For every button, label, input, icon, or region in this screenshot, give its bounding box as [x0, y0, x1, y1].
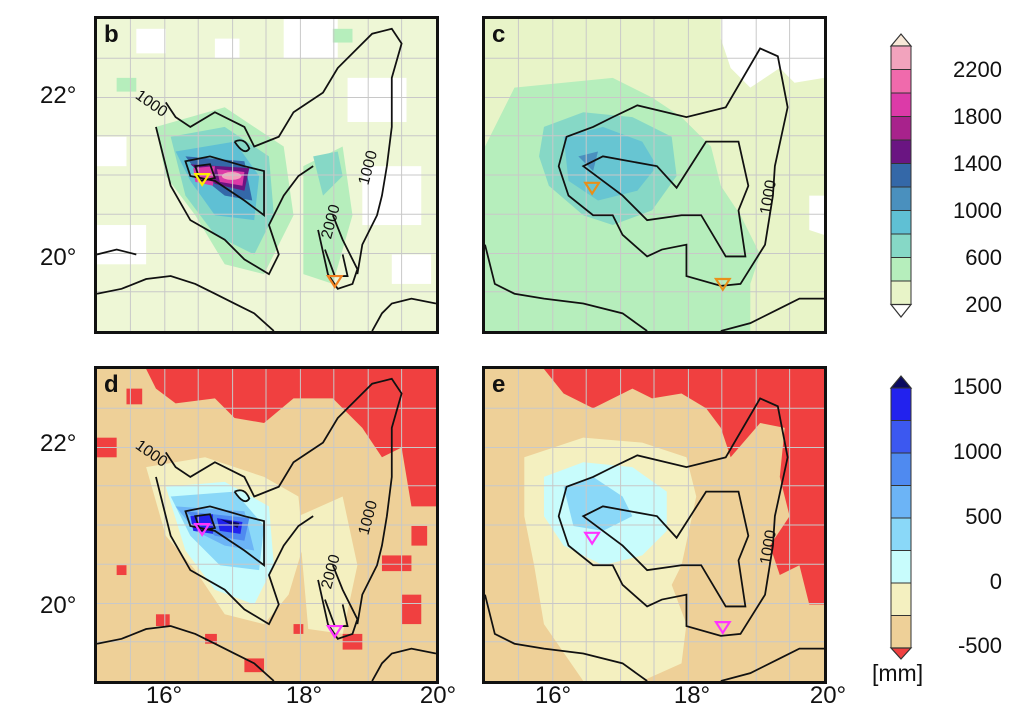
panel-b-map: 1000 1000 2000 [97, 19, 436, 331]
grid-lines [485, 369, 824, 681]
y-tick-22-bottom: 22° [40, 430, 77, 457]
cbar-top-tick-600: 600 [965, 245, 1002, 270]
colorbar-top-graphic [889, 33, 913, 318]
cbar-bottom-tick-neg500: -500 [957, 633, 1002, 658]
contour-lines [97, 377, 436, 681]
panel-label: b [104, 21, 119, 48]
colorbar-over-arrow-icon [889, 375, 913, 389]
panel-e: 1000 e [482, 366, 827, 684]
colorbar-bottom-graphic [889, 375, 913, 660]
colorbar-under-arrow-icon [889, 303, 913, 318]
x-tick-18-right: 18° [673, 682, 711, 709]
contour-lines [485, 47, 824, 331]
contour-label-1000: 1000 [757, 178, 780, 216]
cbar-top-tick-2200: 2200 [953, 57, 1002, 82]
station-marker-icon [325, 274, 344, 289]
panel-b: 1000 1000 2000 b [94, 16, 439, 334]
contour-lines [485, 397, 824, 681]
contour-label-1000: 1000 [757, 528, 780, 566]
cbar-top-tick-1000: 1000 [953, 198, 1002, 223]
panel-label: e [492, 371, 506, 398]
panel-d-map: 1000 1000 2000 [97, 369, 436, 681]
x-tick-16-right: 16° [534, 682, 572, 709]
cbar-top-tick-1800: 1800 [953, 104, 1002, 129]
panel-e-map: 1000 [485, 369, 824, 681]
panel-c: 1000 c [482, 16, 827, 334]
colorbar-under-arrow-icon [889, 647, 913, 660]
grid-lines [97, 19, 436, 331]
x-tick-20-left: 20° [419, 682, 457, 709]
panel-c-map: 1000 [485, 19, 824, 331]
colorbar-unit-label: [mm] [872, 660, 924, 686]
x-tick-18-left: 18° [285, 682, 323, 709]
cbar-bottom-tick-1000: 1000 [953, 439, 1002, 464]
cbar-top-tick-1400: 1400 [953, 151, 1002, 176]
x-tick-16-left: 16° [145, 682, 183, 709]
station-marker-icon [193, 172, 211, 187]
colorbar-over-arrow-icon [889, 33, 913, 47]
station-marker-icon [713, 621, 732, 635]
y-tick-20-bottom: 20° [40, 592, 77, 619]
station-marker-icon [325, 624, 344, 639]
station-marker-icon [193, 522, 211, 537]
station-marker-icon [583, 531, 601, 546]
cbar-top-tick-200: 200 [965, 292, 1002, 317]
cbar-bottom-tick-500: 500 [965, 504, 1002, 529]
panel-label: d [104, 371, 119, 398]
panel-label: c [492, 21, 506, 48]
cbar-bottom-tick-0: 0 [989, 569, 1002, 594]
grid-lines [485, 19, 824, 331]
y-tick-20-top: 20° [40, 244, 77, 271]
y-tick-22-top: 22° [40, 82, 77, 109]
station-marker-icon [583, 181, 601, 196]
x-tick-20-right: 20° [809, 682, 847, 709]
panel-d: 1000 1000 2000 d [94, 366, 439, 684]
station-marker-icon [713, 277, 732, 292]
cbar-bottom-tick-1500: 1500 [953, 374, 1002, 399]
